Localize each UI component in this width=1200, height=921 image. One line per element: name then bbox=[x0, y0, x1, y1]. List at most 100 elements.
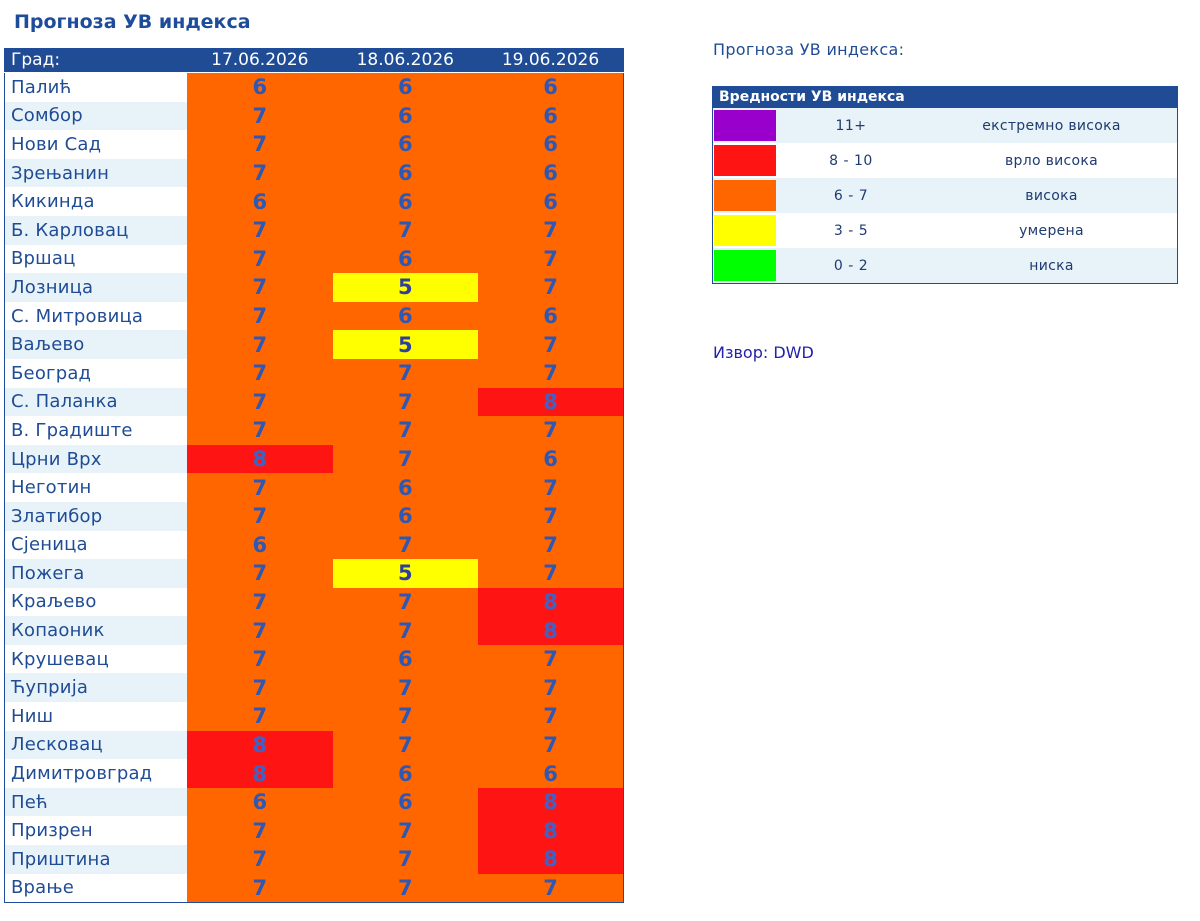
legend-color-swatch bbox=[714, 145, 776, 176]
uv-value-cell: 8 bbox=[478, 587, 624, 617]
table-row: С. Паланка 7 7 8 bbox=[4, 387, 624, 417]
uv-value-cell: 7 bbox=[187, 301, 333, 331]
uv-value-cell: 7 bbox=[332, 444, 479, 474]
city-name-cell: Пожега bbox=[4, 559, 188, 588]
legend-range: 11+ bbox=[835, 117, 867, 134]
legend-range: 3 - 5 bbox=[833, 222, 869, 239]
uv-legend: Вредности УВ индекса 11+ екстремно висока… bbox=[712, 86, 1178, 284]
uv-value-cell: 7 bbox=[478, 873, 624, 903]
city-name-cell: Б. Карловац bbox=[4, 215, 188, 245]
city-name-cell: Краљево bbox=[4, 587, 188, 617]
uv-value-cell: 7 bbox=[187, 816, 333, 846]
uv-value-cell: 7 bbox=[478, 416, 624, 445]
table-row: Ниш 7 7 7 bbox=[4, 702, 624, 731]
uv-value-cell: 5 bbox=[332, 273, 479, 302]
table-row: В. Градиште 7 7 7 bbox=[4, 416, 624, 445]
uv-value-cell: 7 bbox=[478, 330, 624, 359]
uv-value-cell: 7 bbox=[187, 845, 333, 874]
uv-value-cell: 7 bbox=[332, 873, 479, 903]
table-row: Призрен 7 7 8 bbox=[4, 816, 624, 846]
city-name-cell: Ниш bbox=[4, 702, 188, 731]
table-row: Сомбор 7 6 6 bbox=[4, 101, 624, 131]
uv-value-cell: 8 bbox=[478, 787, 624, 817]
uv-value-cell: 8 bbox=[478, 616, 624, 645]
legend-label: висока bbox=[1025, 187, 1078, 204]
uv-value-cell: 6 bbox=[187, 187, 333, 216]
legend-label: умерена bbox=[1019, 222, 1084, 239]
city-column-header: Град: bbox=[4, 48, 188, 73]
table-row: Краљево 7 7 8 bbox=[4, 587, 624, 617]
city-name-cell: Лозница bbox=[4, 273, 188, 302]
legend-label: ниска bbox=[1029, 257, 1074, 274]
uv-value-cell: 8 bbox=[187, 444, 333, 474]
city-name-cell: Врање bbox=[4, 873, 188, 903]
uv-value-cell: 7 bbox=[187, 587, 333, 617]
legend-heading: Прогноза УВ индекса: bbox=[713, 40, 905, 59]
uv-value-cell: 6 bbox=[332, 244, 479, 274]
city-name-cell: Сјеница bbox=[4, 530, 188, 560]
table-row: Палић 6 6 6 bbox=[4, 72, 624, 102]
uv-value-cell: 5 bbox=[332, 559, 479, 588]
legend-range: 0 - 2 bbox=[833, 257, 869, 274]
uv-value-cell: 7 bbox=[332, 530, 479, 560]
city-name-cell: Сомбор bbox=[4, 101, 188, 131]
uv-value-cell: 7 bbox=[332, 816, 479, 846]
table-row: Ћуприја 7 7 7 bbox=[4, 673, 624, 703]
uv-value-cell: 7 bbox=[187, 559, 333, 588]
city-name-cell: Кикинда bbox=[4, 187, 188, 216]
uv-value-cell: 6 bbox=[332, 72, 479, 102]
city-name-cell: Зрењанин bbox=[4, 158, 188, 188]
uv-value-cell: 6 bbox=[187, 530, 333, 560]
uv-value-cell: 7 bbox=[478, 273, 624, 302]
uv-value-cell: 7 bbox=[478, 244, 624, 274]
uv-value-cell: 6 bbox=[332, 787, 479, 817]
page-title: Прогноза УВ индекса bbox=[14, 11, 251, 33]
city-name-cell: Београд bbox=[4, 358, 188, 388]
uv-value-cell: 7 bbox=[187, 358, 333, 388]
table-row: Сјеница 6 7 7 bbox=[4, 530, 624, 560]
legend-row: 6 - 7 висока bbox=[713, 178, 1177, 213]
legend-row: 11+ екстремно висока bbox=[713, 108, 1177, 143]
uv-value-cell: 7 bbox=[478, 530, 624, 560]
city-name-cell: Призрен bbox=[4, 816, 188, 846]
uv-value-cell: 7 bbox=[478, 358, 624, 388]
uv-value-cell: 7 bbox=[332, 416, 479, 445]
uv-value-cell: 7 bbox=[478, 730, 624, 760]
legend-range: 8 - 10 bbox=[829, 152, 873, 169]
legend-color-swatch bbox=[714, 215, 776, 246]
uv-forecast-table: Град: 17.06.2026 18.06.2026 19.06.2026 П… bbox=[4, 48, 624, 904]
uv-value-cell: 7 bbox=[187, 244, 333, 274]
uv-value-cell: 6 bbox=[332, 644, 479, 674]
uv-value-cell: 7 bbox=[187, 273, 333, 302]
uv-value-cell: 6 bbox=[332, 501, 479, 531]
uv-value-cell: 6 bbox=[332, 130, 479, 159]
legend-color-swatch bbox=[714, 250, 776, 281]
city-name-cell: Димитровград bbox=[4, 759, 188, 788]
uv-value-cell: 6 bbox=[332, 101, 479, 131]
uv-value-cell: 7 bbox=[332, 358, 479, 388]
city-name-cell: Приштина bbox=[4, 845, 188, 874]
legend-rows: 11+ екстремно висока 8 - 10 врло висока 6 - … bbox=[713, 108, 1177, 283]
city-name-cell: С. Паланка bbox=[4, 387, 188, 417]
uv-value-cell: 8 bbox=[478, 387, 624, 417]
legend-row: 0 - 2 ниска bbox=[713, 248, 1177, 283]
uv-value-cell: 6 bbox=[478, 130, 624, 159]
table-row: Димитровград 8 6 6 bbox=[4, 759, 624, 788]
uv-value-cell: 7 bbox=[478, 215, 624, 245]
uv-value-cell: 7 bbox=[478, 559, 624, 588]
uv-value-cell: 7 bbox=[332, 673, 479, 703]
legend-row: 3 - 5 умерена bbox=[713, 213, 1177, 248]
table-row: Београд 7 7 7 bbox=[4, 358, 624, 388]
uv-value-cell: 7 bbox=[187, 673, 333, 703]
uv-value-cell: 8 bbox=[187, 730, 333, 760]
uv-value-cell: 7 bbox=[187, 215, 333, 245]
uv-value-cell: 7 bbox=[332, 587, 479, 617]
uv-value-cell: 6 bbox=[478, 301, 624, 331]
uv-value-cell: 7 bbox=[478, 702, 624, 731]
uv-value-cell: 7 bbox=[187, 473, 333, 502]
uv-value-cell: 8 bbox=[478, 816, 624, 846]
city-name-cell: Ћуприја bbox=[4, 673, 188, 703]
uv-value-cell: 7 bbox=[187, 416, 333, 445]
uv-value-cell: 6 bbox=[478, 72, 624, 102]
uv-value-cell: 6 bbox=[332, 301, 479, 331]
